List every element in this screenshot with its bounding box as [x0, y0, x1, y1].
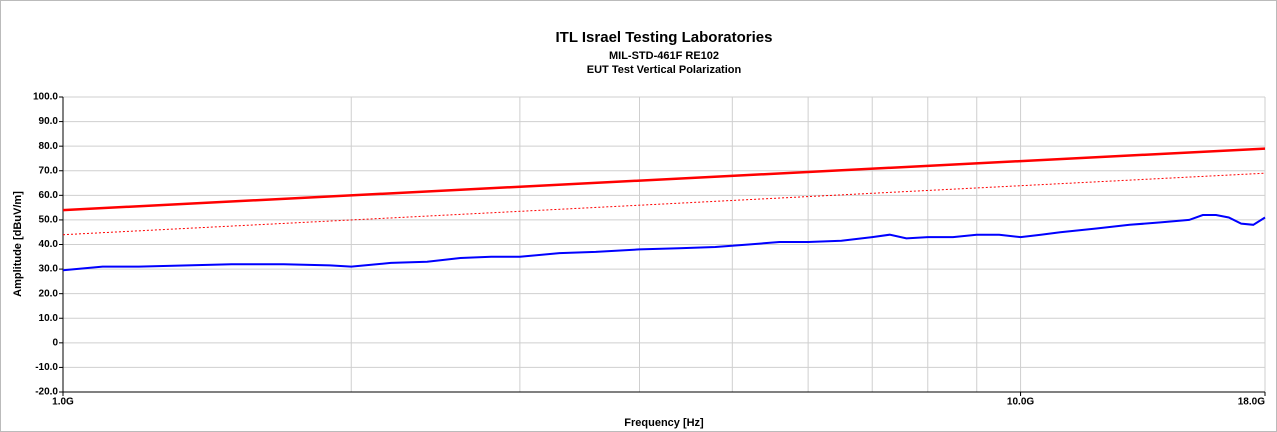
y-tick-label: 50.0	[39, 215, 59, 226]
series-line	[62, 172, 1266, 236]
series-line	[62, 147, 1266, 212]
chart-title: ITL Israel Testing Laboratories	[555, 29, 772, 46]
x-axis-label: Frequency [Hz]	[624, 417, 704, 429]
y-tick-label: 10.0	[39, 313, 59, 324]
y-tick-label: 20.0	[39, 288, 59, 299]
y-tick-label: -20.0	[35, 387, 58, 398]
y-tick-label: 70.0	[39, 165, 59, 176]
y-axis-label: Amplitude [dBuV/m]	[12, 191, 24, 297]
chart-subtitle: EUT Test Vertical Polarization	[587, 64, 742, 76]
y-tick-label: 0	[52, 337, 58, 348]
x-tick-label: 10.0G	[1007, 397, 1034, 408]
y-tick-label: 80.0	[39, 141, 59, 152]
y-tick-label: 60.0	[39, 190, 59, 201]
y-tick-label: 100.0	[33, 92, 58, 103]
y-tick-label: 90.0	[39, 116, 59, 127]
x-tick-label: 18.0G	[1238, 397, 1265, 408]
x-tick-label: 1.0G	[52, 397, 74, 408]
y-tick-label: 40.0	[39, 239, 59, 250]
y-tick-label: -10.0	[35, 362, 58, 373]
y-tick-label: 30.0	[39, 264, 59, 275]
series-line	[62, 214, 1266, 272]
chart-subtitle: MIL-STD-461F RE102	[609, 50, 719, 62]
